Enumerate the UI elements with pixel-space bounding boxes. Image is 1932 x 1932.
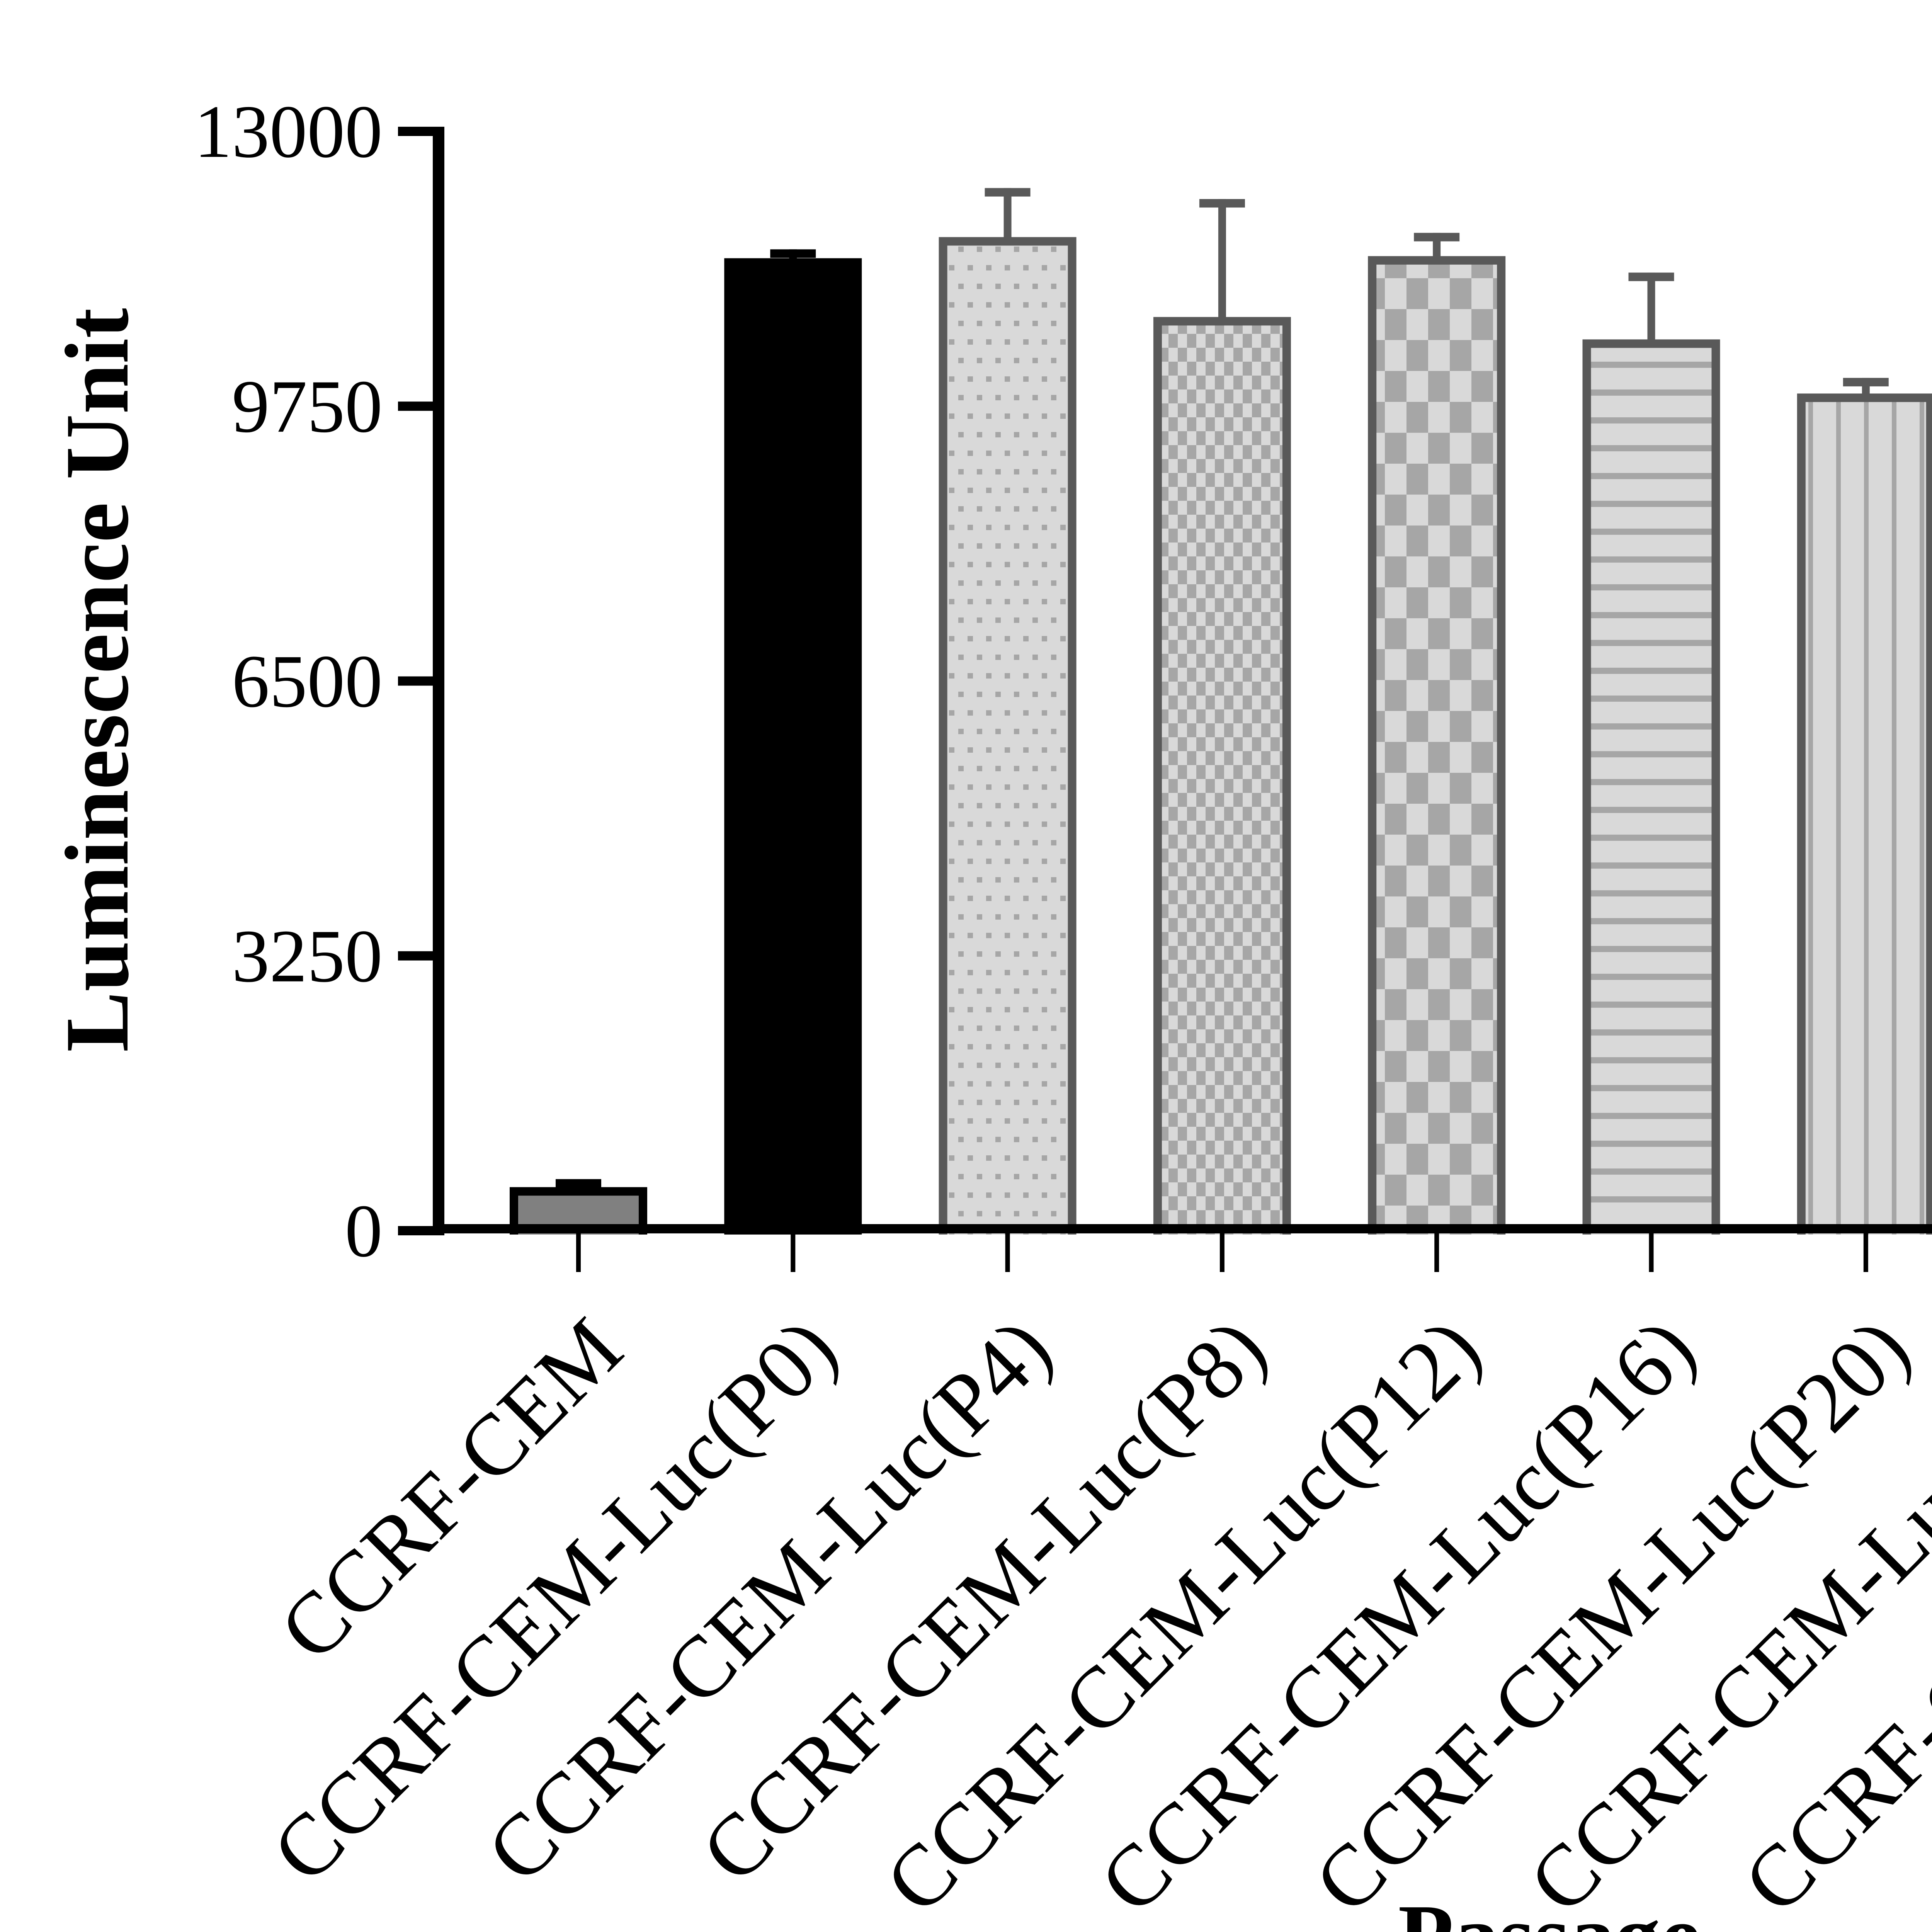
bar-fill-solid-black (733, 267, 854, 1235)
y-tick-label: 0 (345, 1189, 383, 1273)
bar (724, 258, 862, 1235)
x-tick (1649, 1233, 1654, 1272)
bar (1368, 256, 1506, 1235)
bar (1582, 339, 1720, 1235)
y-tick-label: 13000 (194, 90, 383, 173)
x-tick (1434, 1233, 1439, 1272)
bar (1797, 393, 1932, 1235)
bar-fill-checker-fine (1162, 325, 1282, 1235)
y-tick-label: 9750 (232, 365, 383, 448)
tick-labels-layer: CCRF-CEMCCRF-CEM-Luc(P0)CCRF-CEM-Luc(P4)… (194, 90, 1932, 1931)
error-bar (1199, 199, 1245, 340)
x-tick (1863, 1233, 1868, 1272)
y-axis-title: Luminescence Unit (47, 308, 147, 1052)
axes-layer (398, 127, 1932, 1272)
x-axis-title: Passage (1398, 1886, 1701, 1932)
bars-layer (510, 237, 1932, 1235)
bar-fill-vlines (1805, 402, 1926, 1235)
bar-fill-dots (947, 245, 1068, 1235)
y-tick-label: 3250 (232, 915, 383, 998)
bar (939, 237, 1077, 1235)
bar-fill-hlines (1591, 348, 1712, 1235)
x-tick (1005, 1233, 1010, 1272)
error-bars-layer (556, 188, 1889, 1211)
x-tick (576, 1233, 581, 1272)
bar-fill-checker-coarse (1376, 264, 1497, 1235)
y-tick-label: 6500 (232, 640, 383, 723)
x-tick (791, 1233, 796, 1272)
y-axis-line (433, 127, 444, 1233)
x-tick (1219, 1233, 1225, 1272)
bar (1153, 317, 1291, 1235)
x-axis-line (433, 1224, 1932, 1233)
